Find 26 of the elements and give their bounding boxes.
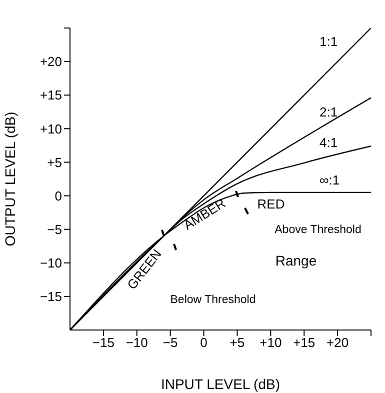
series-label: 1:1 <box>319 34 338 50</box>
series-label: 4:1 <box>319 134 338 150</box>
y-tick-label: +5 <box>47 154 62 170</box>
y-axis-title: OUTPUT LEVEL (dB) <box>2 112 18 246</box>
y-tick-label: +10 <box>40 121 62 136</box>
x-tick-label: −10 <box>126 335 148 350</box>
series-label: 2:1 <box>319 104 338 120</box>
x-tick-label: +15 <box>293 335 316 350</box>
annotation: Below Threshold <box>170 294 256 306</box>
x-tick-label: −5 <box>162 335 178 350</box>
x-tick-label: +10 <box>260 335 282 350</box>
y-tick-label: −5 <box>47 222 62 237</box>
y-tick-label: −15 <box>40 289 62 304</box>
y-tick-label: 0 <box>54 188 62 204</box>
y-tick-label: +20 <box>40 54 62 70</box>
annotation: Above Threshold <box>274 224 362 236</box>
x-axis-title: INPUT LEVEL (dB) <box>160 376 280 392</box>
y-tick-label: −10 <box>40 256 62 271</box>
y-tick-label: +15 <box>40 88 62 103</box>
x-tick-label: +5 <box>230 335 245 350</box>
x-tick-label: −15 <box>92 335 114 350</box>
annotation: Range <box>275 252 317 269</box>
annotation: RED <box>257 196 285 212</box>
x-tick-label: 0 <box>200 335 208 350</box>
series-label: ∞:1 <box>319 172 340 188</box>
x-tick-label: +20 <box>326 335 349 350</box>
